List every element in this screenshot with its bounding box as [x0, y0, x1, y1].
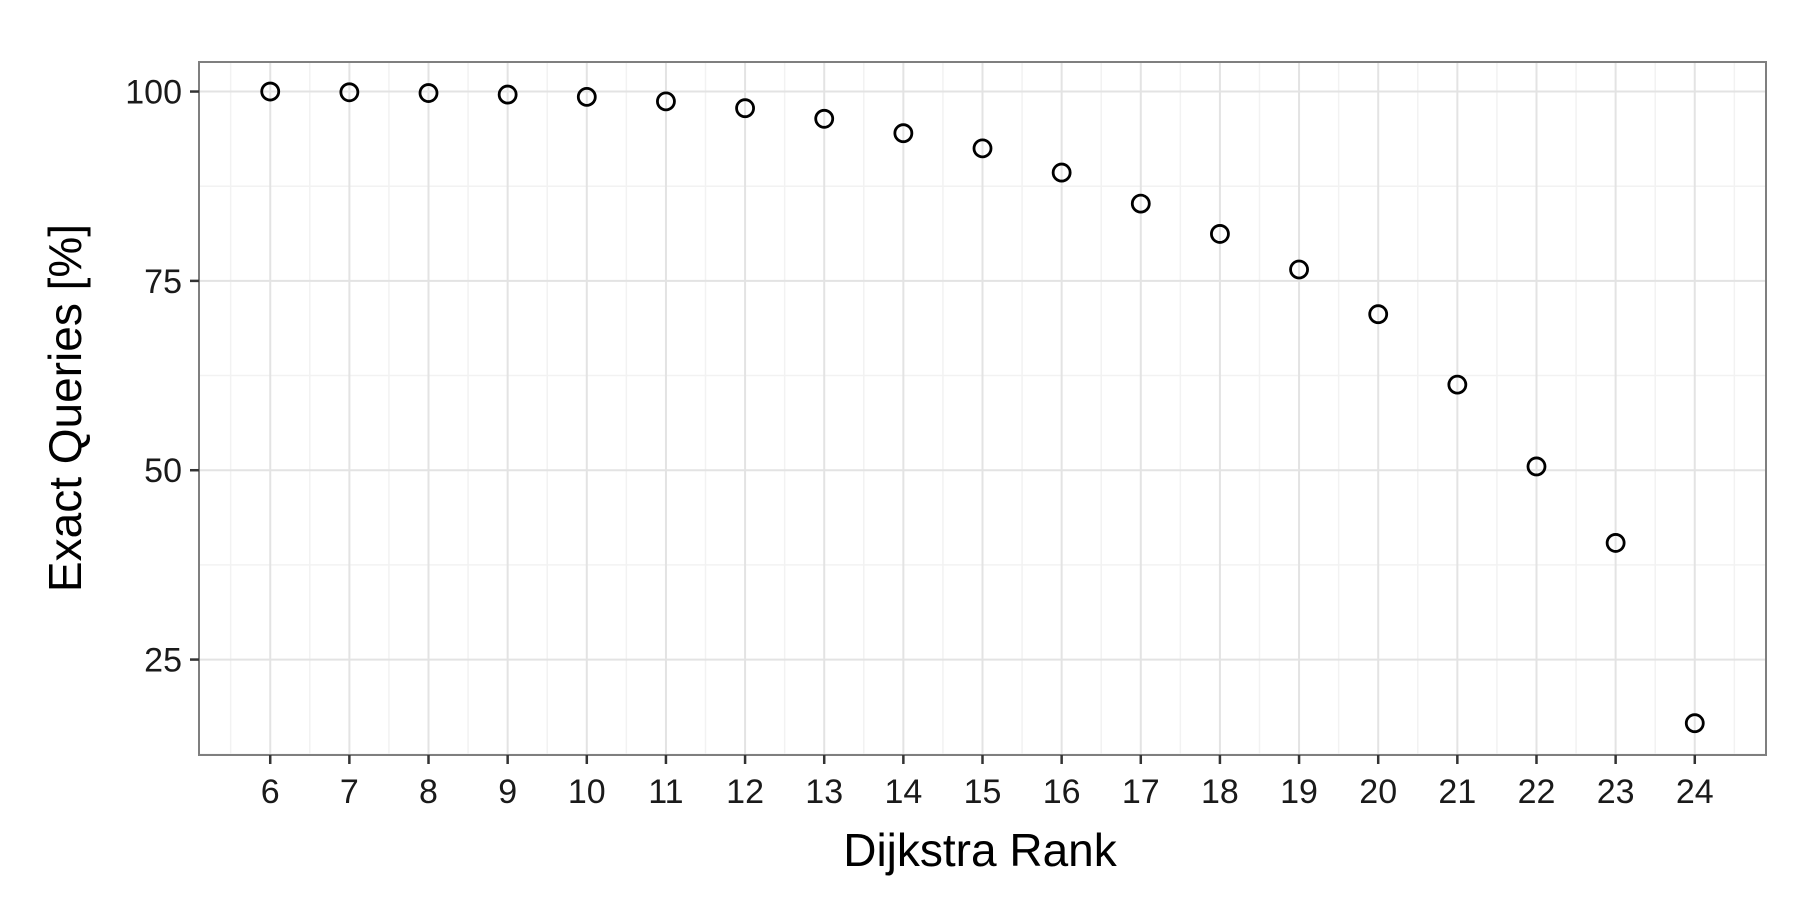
x-tick-label: 23 [1597, 773, 1635, 811]
data-point [1368, 304, 1389, 325]
data-point [1130, 193, 1151, 214]
data-point [1051, 162, 1072, 183]
data-points [260, 81, 1705, 734]
data-point [814, 108, 835, 129]
data-point [735, 98, 755, 119]
x-tick-label: 12 [726, 773, 764, 811]
data-point [1210, 224, 1230, 244]
x-tick-label: 9 [498, 773, 517, 811]
x-tick-label: 20 [1359, 773, 1397, 811]
data-point [972, 138, 993, 159]
minor-grid [199, 62, 1766, 755]
major-grid [199, 62, 1766, 755]
x-tick-label: 22 [1518, 773, 1556, 811]
x-tick-label: 24 [1676, 773, 1714, 811]
x-tick-label: 10 [568, 773, 606, 811]
y-axis-ticks: 25 50 75 100 [125, 74, 199, 680]
y-tick-label: 50 [144, 452, 182, 490]
data-point [576, 86, 597, 107]
data-point [497, 84, 518, 105]
data-point [1684, 713, 1705, 734]
y-tick-label: 75 [144, 263, 182, 301]
x-tick-label: 13 [805, 773, 843, 811]
data-point [260, 81, 281, 102]
data-point [1526, 456, 1547, 477]
x-tick-label: 16 [1043, 773, 1081, 811]
x-tick-label: 7 [340, 773, 359, 811]
x-tick-label: 17 [1122, 773, 1160, 811]
data-point [418, 83, 439, 103]
x-axis-title: Dijkstra Rank [843, 824, 1118, 876]
x-tick-label: 15 [964, 773, 1002, 811]
x-tick-label: 8 [419, 773, 438, 811]
x-tick-label: 19 [1280, 773, 1318, 811]
x-tick-label: 21 [1438, 773, 1476, 811]
data-point [656, 91, 676, 112]
data-point [1605, 533, 1626, 553]
x-tick-label: 14 [884, 773, 922, 811]
data-point [893, 123, 914, 144]
x-tick-label: 18 [1201, 773, 1239, 811]
y-axis-title: Exact Queries [%] [39, 224, 91, 592]
y-tick-label: 25 [144, 642, 182, 680]
data-point [1447, 374, 1468, 395]
x-tick-label: 6 [261, 773, 280, 811]
x-tick-label: 11 [648, 773, 683, 811]
y-tick-label: 100 [125, 74, 182, 112]
data-point [1289, 259, 1309, 280]
x-axis-ticks: 6 7 8 9 10 11 12 13 14 15 16 17 18 19 20 21 22 23 24 [261, 755, 1714, 811]
data-point [339, 82, 360, 103]
